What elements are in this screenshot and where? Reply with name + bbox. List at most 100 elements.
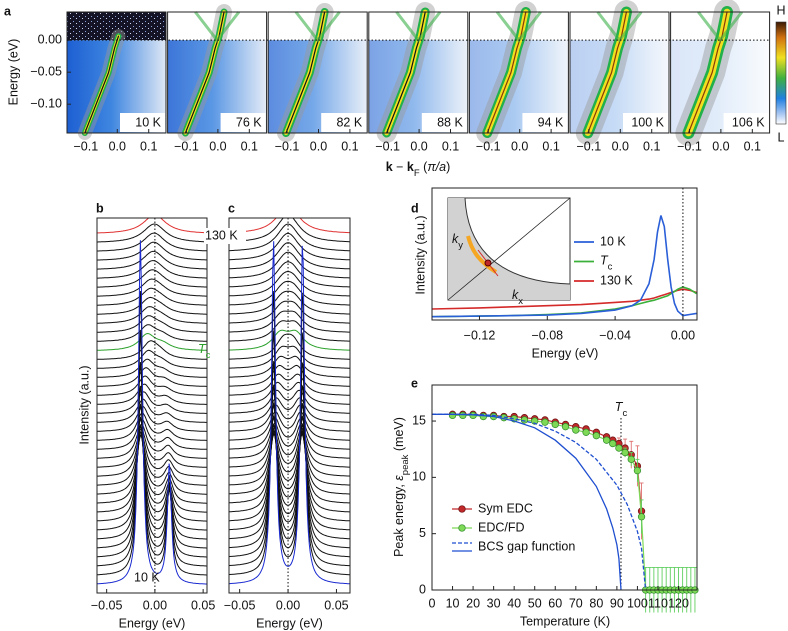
data-point (627, 455, 635, 463)
x-tick-label: 0.1 (643, 139, 660, 153)
inset-point (484, 259, 492, 267)
edc-curve (97, 330, 207, 567)
panel-letter: d (411, 201, 419, 215)
edc-curve (97, 223, 207, 243)
edc-curve (97, 391, 207, 414)
legend-label: 10 K (600, 234, 626, 248)
x-axis-label: k − kF (π/a) (386, 160, 451, 179)
data-point (592, 432, 600, 440)
spectral-map: 88 K (368, 2, 469, 143)
edc-curve (97, 431, 207, 477)
y-axis-label: Peak energy, εpeak (meV) (392, 417, 411, 557)
spectral-map: 100 K (569, 0, 670, 145)
x-tick-label: 0.00 (143, 598, 167, 612)
x-axis-label: Energy (eV) (532, 346, 599, 360)
colorbar-high: H (776, 3, 785, 17)
edc-curve (229, 355, 350, 378)
band-core (687, 11, 728, 134)
edc-curve (97, 260, 207, 279)
x-axis-label-part: k (407, 160, 414, 174)
edc-curve (97, 398, 207, 423)
x-tick-label: 100 (627, 596, 648, 610)
band-core (587, 11, 628, 134)
plot-frame (96, 217, 208, 594)
edc-curve (97, 340, 207, 360)
colorbar-low: L (778, 130, 785, 144)
inset-x-label-main: k (512, 288, 519, 302)
map-frame (670, 11, 771, 134)
series-line (432, 215, 697, 318)
tc-label: Tc (615, 400, 628, 419)
x-tick-label: −0.12 (464, 328, 496, 342)
edc-curve (97, 375, 207, 396)
x-tick-label: 90 (610, 596, 624, 610)
temp-label-bg (623, 113, 668, 132)
curve-stack (229, 218, 350, 585)
map-frame (167, 11, 268, 134)
edc-curve (229, 361, 350, 558)
edc-curve (229, 417, 350, 450)
x-axis-label: Temperature (K) (520, 614, 610, 628)
edc-curve (229, 433, 350, 495)
panel-letter: b (96, 201, 104, 215)
edc-curve (97, 434, 207, 486)
edc-curve (229, 320, 350, 342)
legend-label: 130 K (600, 273, 633, 287)
edc-curve (229, 280, 350, 306)
edc-curve (229, 428, 350, 513)
edc-curve (229, 232, 350, 261)
edc-curve (229, 330, 350, 567)
edc-curve (229, 251, 350, 279)
x-tick-label: 30 (487, 596, 501, 610)
inset-arc (466, 235, 498, 274)
edc-curve (229, 397, 350, 423)
edc-curve (97, 296, 207, 315)
spectral-map: 76 K (167, 4, 268, 141)
map-frame (368, 11, 469, 134)
x-axis-label-part: − (393, 160, 407, 174)
x-tick-label: 0.1 (341, 139, 358, 153)
temp-label: 100 K (631, 115, 664, 129)
x-axis-label-part: ( (420, 160, 428, 174)
edc-curve (97, 306, 207, 324)
x-tick-label: 110 (648, 596, 668, 610)
y-axis-label-part: Peak energy, (392, 481, 406, 557)
band-core (184, 11, 225, 134)
inset-x-label-sub: x (518, 296, 523, 307)
annotation-bg (204, 228, 246, 244)
tc-label-sub: c (622, 408, 627, 419)
x-tick-label: 0.0 (209, 139, 226, 153)
edc-curve (229, 223, 350, 252)
x-tick-label: −0.1 (677, 139, 702, 153)
edc-curve (97, 416, 207, 531)
spectral-map: 94 K (468, 1, 569, 144)
x-tick-label: 0.1 (542, 139, 559, 153)
edc-curve (97, 405, 207, 432)
edc-curve (97, 278, 207, 297)
x-tick-label: 120 (668, 596, 689, 610)
edc-curve (229, 261, 350, 288)
inset-diagonal (447, 197, 571, 301)
x-tick-label: 0.0 (410, 139, 427, 153)
temp-label-bg (723, 113, 769, 132)
edc-curve (229, 364, 350, 387)
band-upper (697, 11, 744, 43)
x-tick-label: −0.1 (577, 139, 602, 153)
annotation: 10 K (134, 570, 160, 584)
data-point (615, 444, 623, 452)
data-point (633, 466, 642, 475)
edc-curve (97, 385, 207, 549)
annotation: Tc (198, 342, 211, 361)
edc-curve (229, 431, 350, 504)
x-axis-label-part: ) (446, 160, 450, 174)
lines (432, 215, 697, 318)
edc-curve (229, 270, 350, 297)
edc-curve (97, 423, 207, 522)
temp-label-bg (220, 113, 266, 132)
y-axis-label: Intensity (a.u.) (413, 215, 427, 294)
x-axis-label-part: k (386, 160, 393, 174)
legend-label: BCS gap function (478, 539, 575, 553)
temp-label: 106 K (732, 115, 765, 129)
edc-curve (229, 333, 350, 360)
plot-frame (431, 187, 698, 321)
